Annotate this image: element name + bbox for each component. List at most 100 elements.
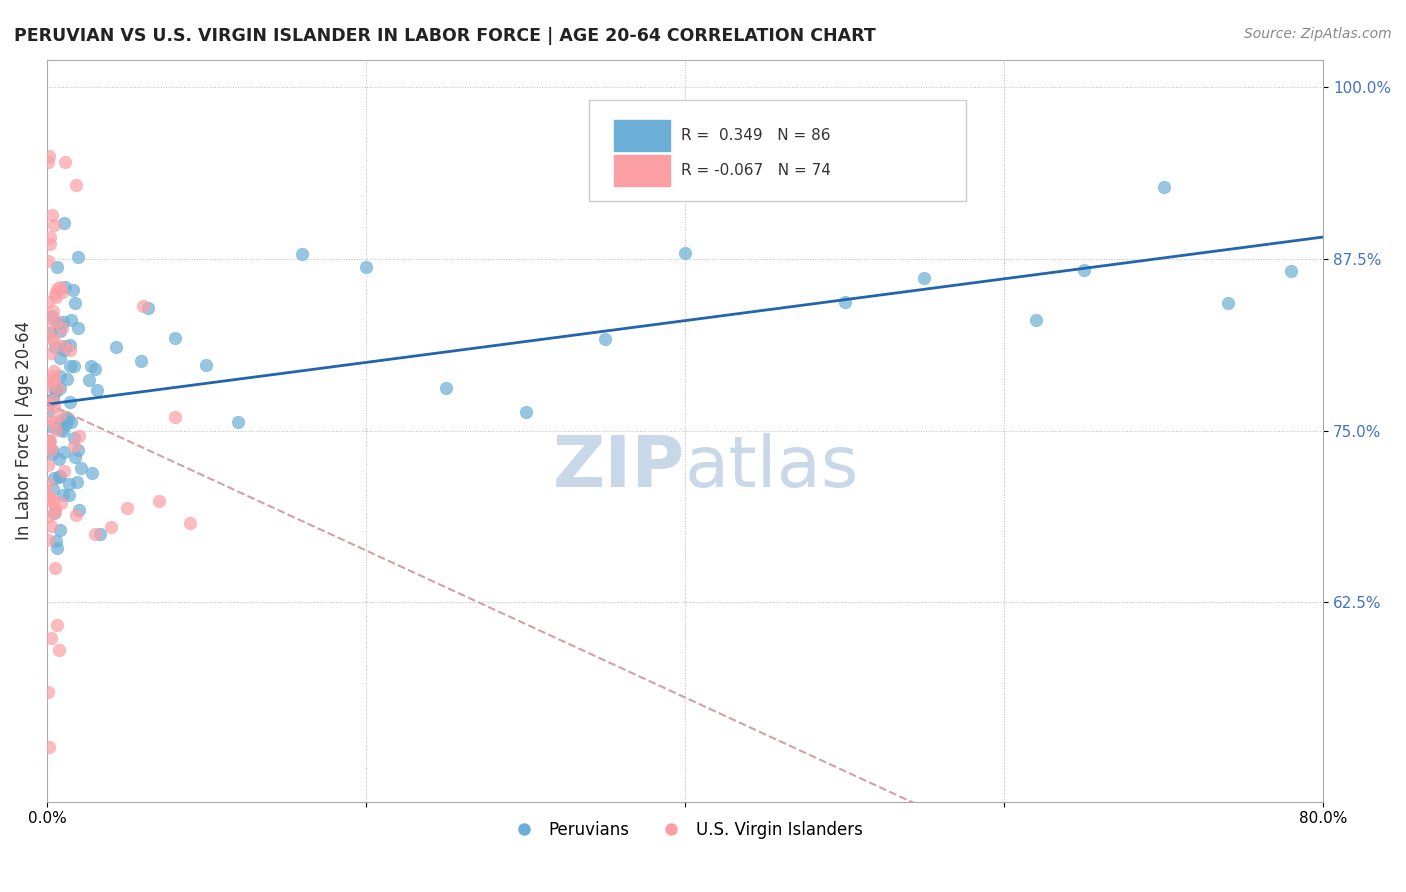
- Point: [53, 280, 76, 294]
- Point: [1279, 264, 1302, 278]
- Point: [100, 520, 122, 534]
- Point: [41, 310, 63, 324]
- Text: Source: ZipAtlas.com: Source: ZipAtlas.com: [1244, 27, 1392, 41]
- Point: [1025, 313, 1047, 327]
- Point: [228, 415, 250, 429]
- Point: [52, 314, 75, 328]
- Point: [39, 631, 62, 645]
- Y-axis label: In Labor Force | Age 20-64: In Labor Force | Age 20-64: [15, 321, 32, 541]
- Point: [834, 294, 856, 309]
- Point: [37, 458, 59, 472]
- Point: [53, 444, 76, 458]
- Point: [46, 282, 69, 296]
- Text: atlas: atlas: [685, 434, 859, 502]
- Point: [80, 359, 103, 373]
- Point: [37, 295, 59, 310]
- Point: [59, 395, 82, 409]
- Point: [42, 334, 65, 348]
- Point: [42, 304, 65, 318]
- Point: [37, 684, 59, 698]
- FancyBboxPatch shape: [589, 101, 966, 201]
- Point: [41, 518, 63, 533]
- Point: [42, 393, 65, 408]
- Point: [42, 399, 65, 413]
- Point: [38, 149, 60, 163]
- Point: [42, 506, 65, 520]
- Point: [38, 393, 60, 408]
- Point: [44, 505, 66, 519]
- Text: R =  0.349   N = 86: R = 0.349 N = 86: [682, 128, 831, 143]
- Point: [59, 343, 82, 357]
- Point: [42, 374, 65, 388]
- Point: [148, 494, 170, 508]
- Point: [66, 250, 89, 264]
- Point: [37, 494, 59, 508]
- Point: [49, 422, 72, 436]
- Point: [84, 362, 107, 376]
- Legend: Peruvians, U.S. Virgin Islanders: Peruvians, U.S. Virgin Islanders: [501, 814, 870, 846]
- Point: [62, 283, 84, 297]
- Point: [41, 346, 63, 360]
- Point: [673, 246, 696, 260]
- Point: [48, 280, 70, 294]
- Point: [354, 260, 377, 275]
- Point: [56, 412, 79, 426]
- Point: [49, 496, 72, 510]
- Point: [49, 324, 72, 338]
- FancyBboxPatch shape: [613, 120, 669, 151]
- Point: [37, 433, 59, 447]
- Point: [58, 488, 80, 502]
- Point: [52, 424, 75, 438]
- Point: [44, 416, 66, 430]
- Point: [46, 381, 69, 395]
- Point: [37, 475, 59, 490]
- Point: [59, 312, 82, 326]
- Point: [39, 434, 62, 448]
- Point: [63, 450, 86, 465]
- Point: [45, 534, 67, 549]
- Point: [53, 343, 76, 357]
- Point: [83, 527, 105, 541]
- Point: [55, 410, 77, 425]
- Point: [59, 415, 82, 429]
- Point: [37, 397, 59, 411]
- Point: [66, 443, 89, 458]
- Point: [37, 322, 59, 336]
- Point: [48, 643, 70, 657]
- Point: [37, 310, 59, 324]
- Point: [38, 379, 60, 393]
- Point: [59, 359, 82, 374]
- Point: [38, 418, 60, 433]
- Point: [39, 237, 62, 252]
- Point: [37, 155, 59, 169]
- Point: [163, 410, 186, 425]
- Point: [46, 618, 69, 632]
- Point: [45, 421, 67, 435]
- Point: [44, 287, 66, 301]
- Point: [39, 230, 62, 244]
- Point: [45, 290, 67, 304]
- Point: [41, 368, 63, 383]
- Point: [67, 321, 90, 335]
- Point: [45, 384, 67, 398]
- Point: [37, 374, 59, 388]
- Point: [49, 414, 72, 428]
- Point: [49, 368, 72, 383]
- Point: [49, 408, 72, 422]
- Point: [42, 471, 65, 485]
- Point: [38, 437, 60, 451]
- Point: [195, 358, 218, 372]
- Point: [65, 178, 87, 192]
- Point: [912, 271, 935, 285]
- Point: [51, 285, 73, 300]
- Point: [58, 477, 80, 491]
- Point: [38, 491, 60, 505]
- Point: [39, 442, 62, 457]
- Point: [115, 501, 138, 516]
- Point: [44, 340, 66, 354]
- Point: [49, 351, 72, 365]
- Point: [53, 155, 76, 169]
- Point: [59, 338, 82, 352]
- Point: [515, 405, 537, 419]
- Point: [48, 470, 70, 484]
